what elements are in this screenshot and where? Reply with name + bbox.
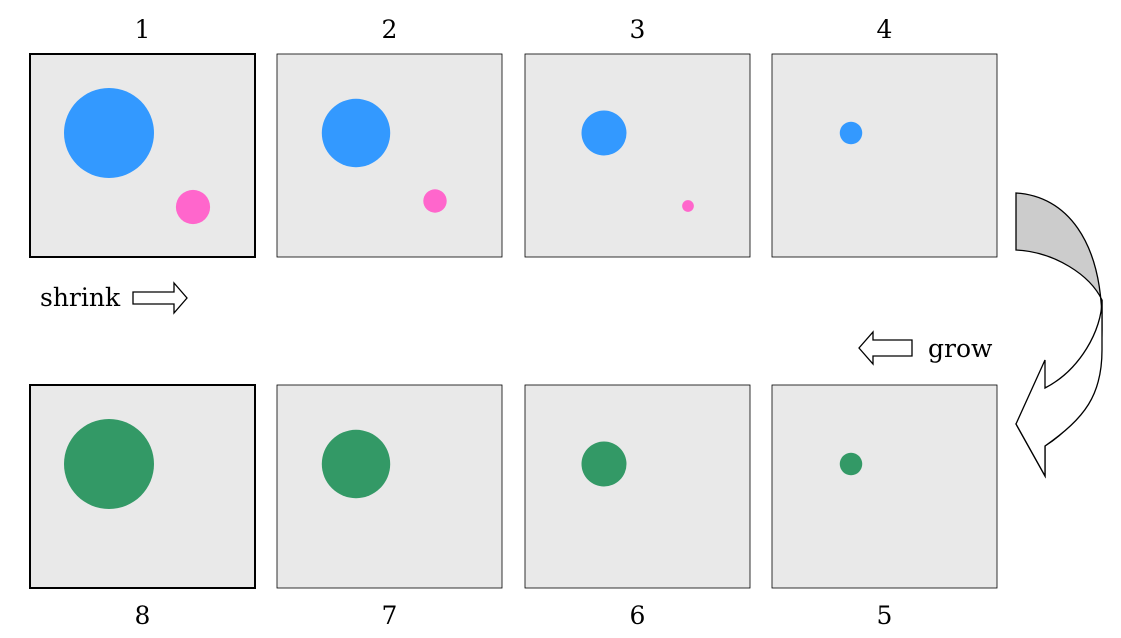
main-circle — [581, 110, 627, 156]
panel-frame — [276, 384, 503, 589]
turn-arrow-overlay-icon — [1015, 299, 1103, 479]
secondary-circle — [682, 200, 694, 212]
panel-frame — [771, 384, 998, 589]
shrink-arrow-icon — [132, 281, 188, 315]
panel-number: 7 — [382, 601, 398, 630]
main-circle — [839, 452, 863, 476]
panel-frame — [524, 384, 751, 589]
grow-label: grow — [928, 334, 993, 363]
panel-2: 2 — [276, 15, 503, 258]
panels-layer: 1 2 3 4 5 6 7 8 — [29, 15, 998, 630]
panel-frame — [524, 53, 751, 258]
panel-number: 3 — [630, 15, 646, 44]
main-circle — [581, 441, 627, 487]
main-circle — [321, 98, 391, 168]
panel-number: 2 — [382, 15, 398, 44]
panel-number: 6 — [630, 601, 646, 630]
main-circle — [321, 429, 391, 499]
panel-6: 6 — [524, 384, 751, 630]
shrink-label: shrink — [40, 283, 121, 312]
secondary-circle — [175, 189, 211, 225]
panel-number: 1 — [135, 15, 151, 44]
panel-1: 1 — [29, 15, 256, 258]
panel-frame — [276, 53, 503, 258]
panel-8: 8 — [29, 384, 256, 630]
panel-5: 5 — [771, 384, 998, 630]
main-circle — [64, 419, 154, 509]
panel-7: 7 — [276, 384, 503, 630]
panel-3: 3 — [524, 15, 751, 258]
panel-number: 8 — [135, 601, 151, 630]
panel-number: 4 — [877, 15, 893, 44]
grow-arrow-icon — [858, 330, 913, 366]
secondary-circle — [423, 189, 447, 213]
panel-4: 4 — [771, 15, 998, 258]
main-circle — [64, 88, 154, 178]
panel-frame — [771, 53, 998, 258]
main-circle — [839, 121, 863, 145]
panel-number: 5 — [877, 601, 893, 630]
